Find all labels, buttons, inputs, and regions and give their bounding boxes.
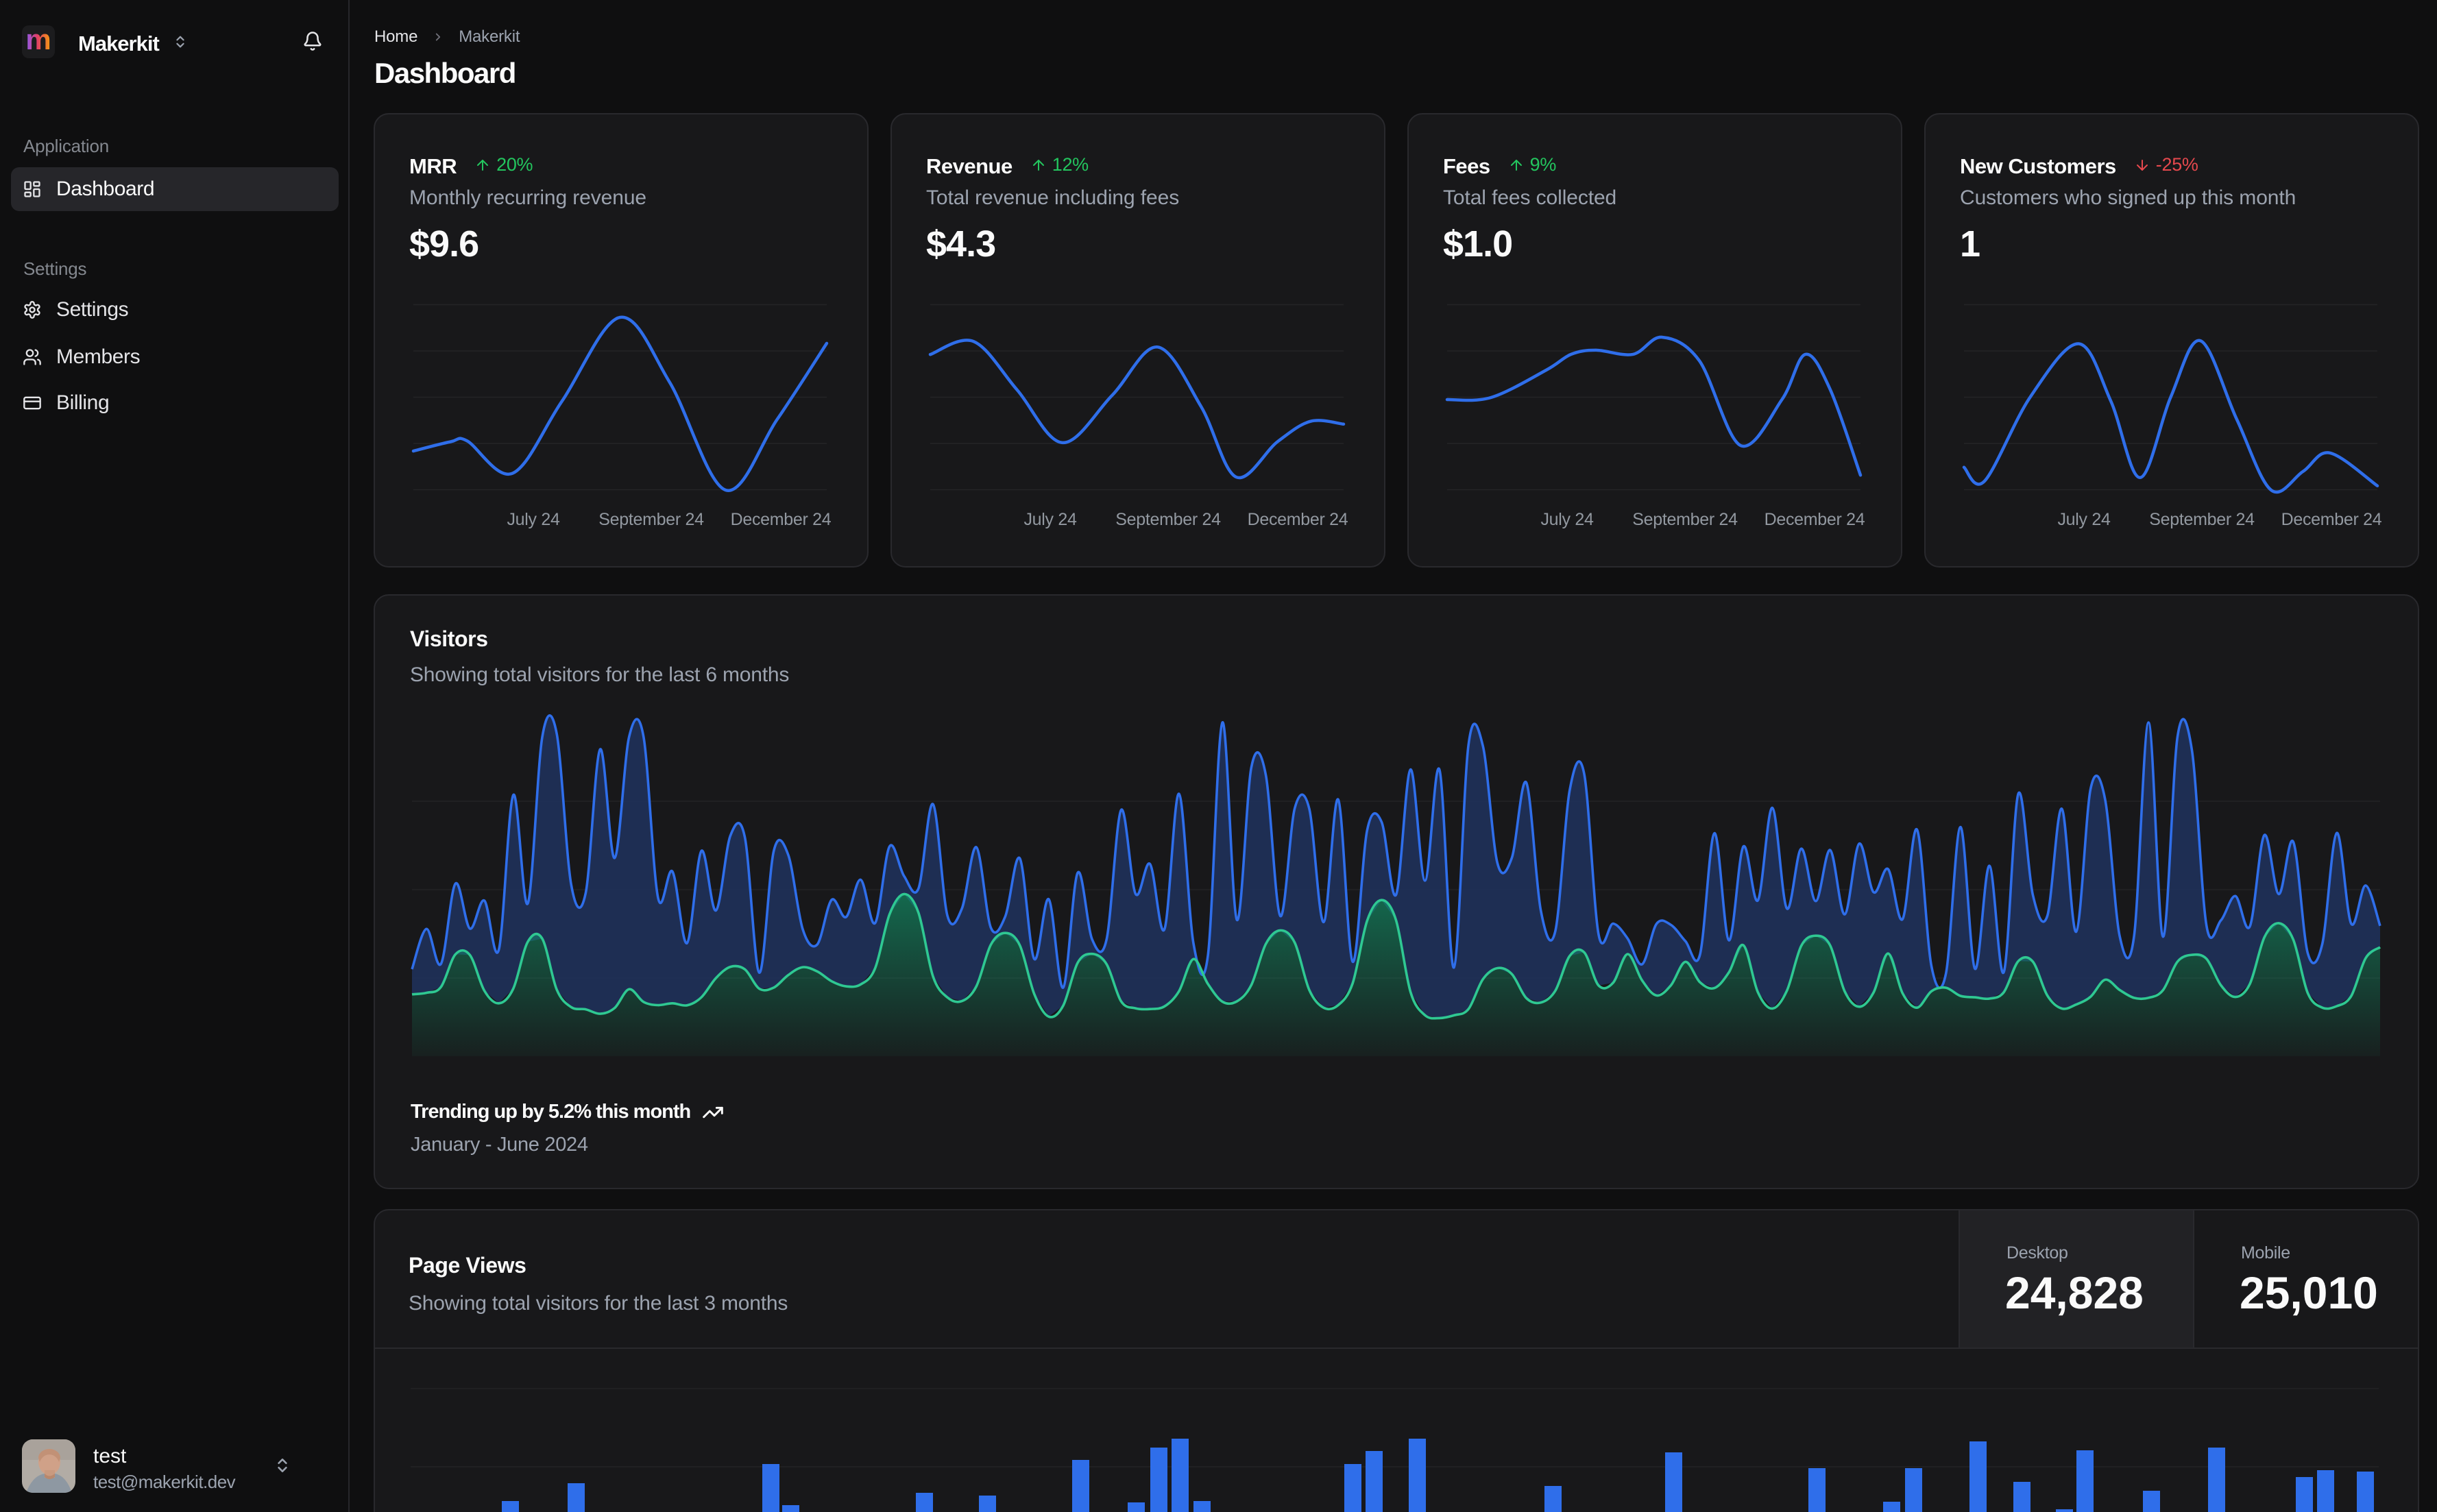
svg-text:m: m [25,25,51,56]
